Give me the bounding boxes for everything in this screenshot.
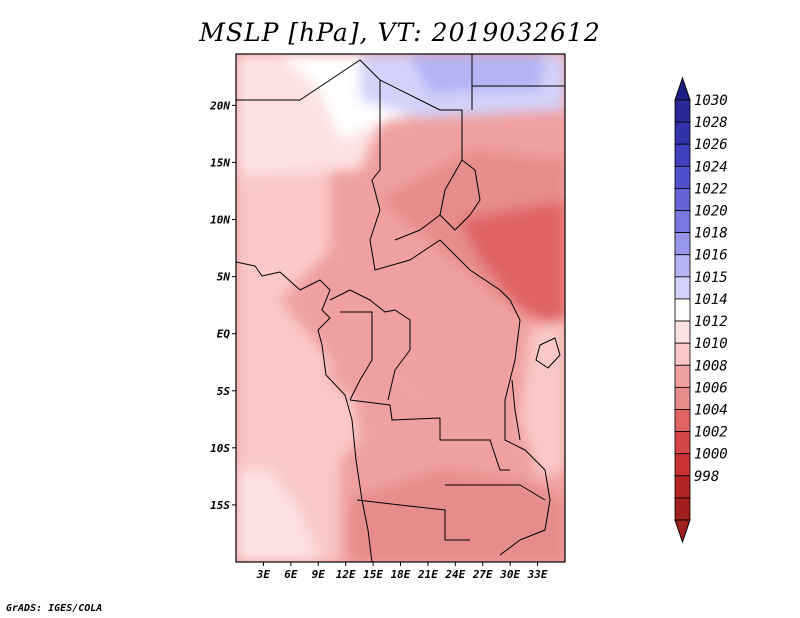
- colorbar-segment: [674, 276, 691, 300]
- colorbar-segment: [674, 342, 691, 366]
- colorbar-segment: [674, 497, 691, 521]
- colorbar-segment: [674, 298, 691, 322]
- colorbar-segment: [674, 210, 691, 234]
- lon-tick-label: 15E: [363, 568, 383, 581]
- colorbar-label: 1004: [694, 402, 728, 418]
- lake-tanganyika: [511, 379, 521, 441]
- colorbar: 1030 1028 1026 1024 1022 1020 1018 1016 1015 1014…: [674, 76, 728, 544]
- field-1006-south: [350, 470, 565, 562]
- colorbar-segment: [674, 232, 691, 256]
- lake-victoria: [535, 337, 561, 369]
- colorbar-segment: [674, 254, 691, 278]
- lon-tick-label: 12E: [336, 568, 356, 581]
- colorbar-label: 1016: [694, 248, 728, 264]
- lat-tick-label: 15N: [210, 156, 230, 169]
- colorbar-segment: [674, 165, 691, 189]
- lat-tick-label: 5S: [217, 385, 231, 398]
- field-1010-eastafrica: [520, 320, 565, 480]
- colorbar-label: 1000: [694, 447, 728, 463]
- colorbar-label: 1026: [694, 137, 728, 153]
- lon-tick-label: 24E: [444, 568, 465, 581]
- colorbar-segment: [674, 143, 691, 167]
- lon-tick-label: 3E: [256, 568, 271, 581]
- map-title: MSLP [hPa], VT: 2019032612: [199, 18, 601, 47]
- lat-tick-label: 10N: [210, 214, 230, 227]
- colorbar-segment: [674, 431, 691, 455]
- lon-tick-label: 6E: [284, 568, 298, 581]
- colorbar-label: 1014: [694, 292, 728, 308]
- lon-tick-label: 33E: [527, 568, 548, 581]
- field-1010-west: [236, 54, 360, 562]
- lon-tick-label: 21E: [417, 568, 438, 581]
- field-1016-east: [470, 54, 545, 92]
- colorbar-segment: [674, 99, 691, 123]
- border-libya-egypt: [471, 54, 565, 110]
- colorbar-label: 1010: [694, 336, 728, 352]
- lon-tick-label: 9E: [312, 568, 326, 581]
- colorbar-label: 1018: [694, 226, 728, 242]
- pressure-field: [236, 54, 565, 562]
- colorbar-label: 1024: [694, 159, 728, 175]
- colorbar-label: 1015: [694, 270, 728, 286]
- lat-tick-label: 5N: [217, 271, 231, 284]
- field-1016-blob: [410, 54, 470, 95]
- border-drc-south: [349, 399, 510, 471]
- colorbar-segment: [674, 409, 691, 432]
- colorbar-label: 998: [694, 469, 719, 485]
- colorbar-label: 1022: [694, 181, 728, 197]
- border-congo: [340, 311, 373, 401]
- colorbar-segment: [674, 386, 691, 410]
- colorbar-segment: [674, 364, 691, 388]
- border-angola: [356, 499, 470, 541]
- lon-tick-label: 18E: [391, 568, 411, 581]
- lat-tick-label: 10S: [210, 442, 230, 455]
- colorbar-label: 1008: [694, 358, 728, 374]
- colorbar-top-arrow: [674, 76, 691, 101]
- lat-tick-label: 20N: [209, 99, 230, 112]
- coastline: [236, 261, 373, 562]
- colorbar-bottom-arrow: [674, 519, 691, 544]
- grads-credit: GrADS: IGES/COLA: [6, 603, 103, 614]
- longitude-axis: 3E 6E 9E 12E 15E 18E 21E 24E 27E 30E 33E: [256, 562, 548, 581]
- border-namibia: [445, 484, 546, 501]
- colorbar-segment: [674, 453, 691, 477]
- border-west-africa: [236, 59, 381, 241]
- lon-tick-label: 27E: [472, 568, 493, 581]
- lat-tick-label: EQ: [217, 328, 231, 341]
- colorbar-segment: [674, 320, 691, 344]
- colorbar-segment: [674, 475, 691, 499]
- latitude-axis: 20N 15N 10N 5N EQ 5S 10S 15S: [209, 99, 236, 512]
- boundaries: [236, 54, 565, 562]
- colorbar-label: 1030: [694, 93, 728, 109]
- lon-tick-label: 30E: [499, 568, 520, 581]
- lat-tick-label: 15S: [210, 499, 230, 512]
- colorbar-label: 1020: [694, 204, 728, 220]
- border-east-africa: [499, 299, 551, 556]
- field-1008-ridge: [340, 240, 500, 420]
- colorbar-label: 1006: [694, 380, 728, 396]
- field-1012-southwest: [236, 470, 320, 562]
- colorbar-label: 1002: [694, 425, 728, 441]
- border-car: [369, 239, 511, 301]
- border-sudan: [439, 159, 481, 231]
- field-1004-sudan: [460, 200, 565, 330]
- colorbar-segment: [674, 121, 691, 145]
- colorbar-segment: [674, 188, 691, 211]
- border-cameroon: [329, 289, 411, 401]
- colorbar-label: 1012: [694, 314, 728, 330]
- colorbar-label: 1028: [694, 115, 728, 131]
- border-chad-north: [379, 79, 463, 241]
